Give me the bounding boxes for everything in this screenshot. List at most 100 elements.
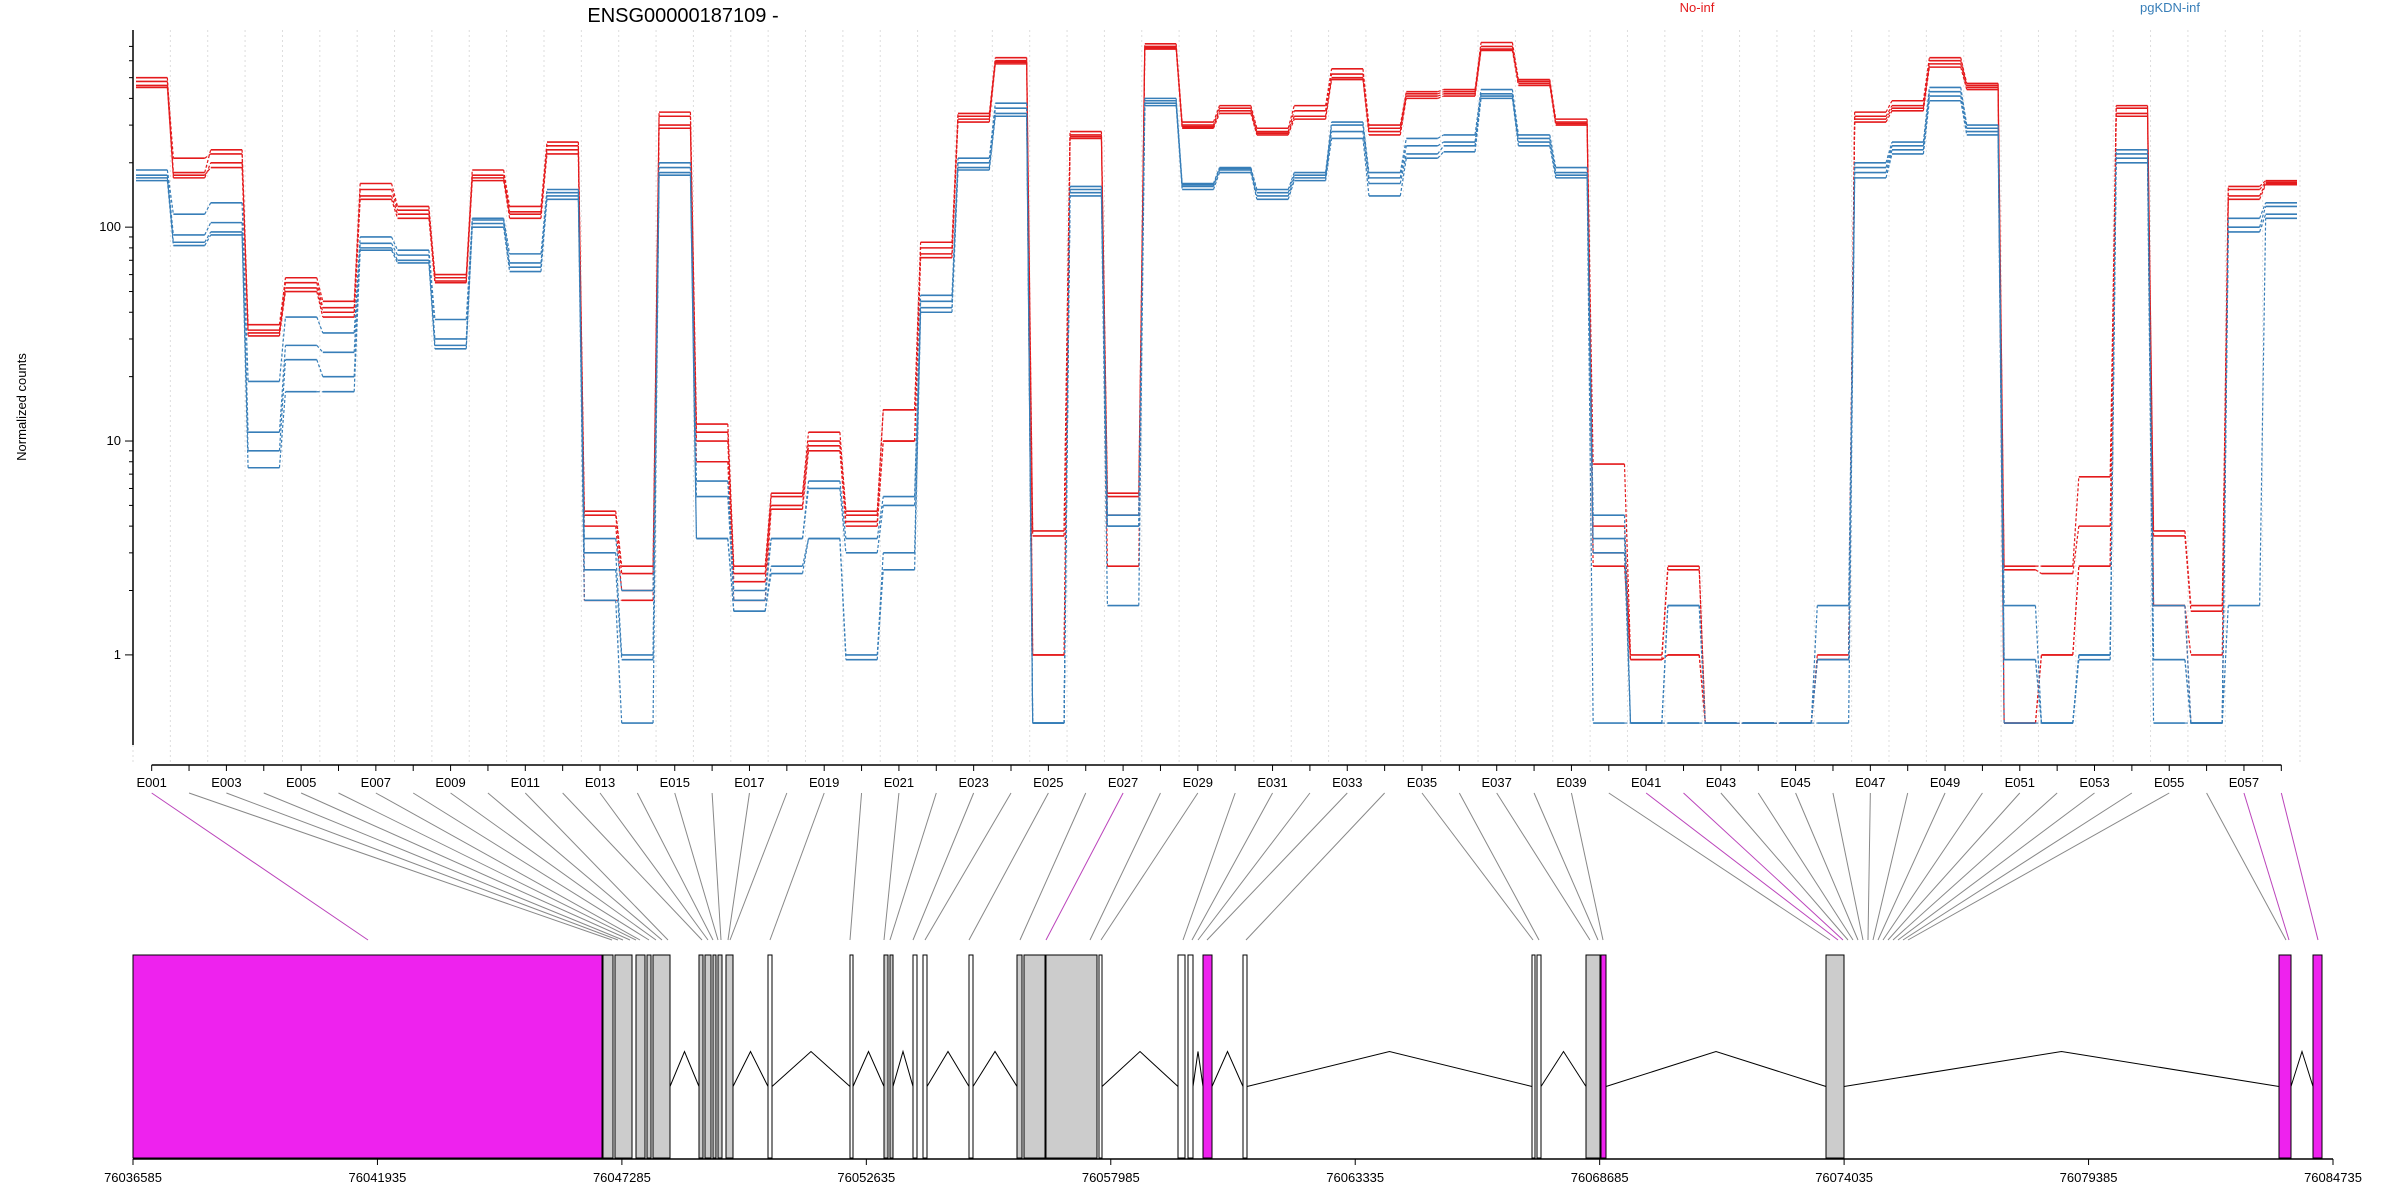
exon-block: [635, 954, 646, 1159]
intron-line: [926, 1050, 970, 1087]
step-connector: [839, 480, 847, 539]
exon-connector: [562, 792, 703, 941]
exon-connector: [300, 792, 631, 941]
exon-connector: [1892, 792, 2058, 941]
exon-block: [1016, 954, 1023, 1159]
step-connector: [727, 440, 735, 582]
exon-connector: [1045, 792, 1124, 941]
step-connector: [204, 153, 212, 159]
x-tick-label: E053: [2079, 775, 2109, 790]
exon-connector: [338, 792, 637, 941]
step-connector: [1175, 103, 1183, 187]
step-connector: [727, 538, 735, 612]
step-connector: [316, 316, 324, 334]
exon-block: [1585, 954, 1601, 1159]
step-connector: [1026, 113, 1034, 724]
x-tick-label: E057: [2229, 775, 2259, 790]
y-axis: 1 10 100: [99, 30, 134, 745]
step-connector: [1399, 153, 1407, 184]
step-connector: [1885, 110, 1893, 123]
step-connector: [1362, 79, 1370, 135]
step-connector: [166, 169, 174, 215]
step-connector: [2034, 659, 2043, 724]
step-connector: [316, 287, 324, 313]
step-connector: [1324, 73, 1333, 111]
step-connector: [503, 177, 511, 215]
exon-connector-lines: [151, 792, 2319, 941]
exon-connector: [1897, 792, 2095, 941]
step-connector: [914, 257, 922, 442]
exon-connector: [188, 792, 613, 941]
step-connector: [1399, 145, 1407, 178]
step-connector: [1437, 134, 1444, 139]
intron-line: [669, 1050, 700, 1087]
step-connector: [353, 236, 361, 334]
step-connector: [2034, 654, 2043, 724]
step-connector: [577, 199, 585, 601]
step-connector: [689, 125, 698, 442]
step-connector: [1063, 195, 1071, 724]
step-connector: [1549, 85, 1557, 126]
step-connector: [204, 231, 212, 243]
exon-connector: [1902, 792, 2133, 941]
step-connector: [839, 538, 847, 660]
step-connector: [1063, 134, 1071, 536]
step-connector: [1212, 172, 1221, 190]
step-connector: [1885, 100, 1893, 113]
step-connector: [465, 227, 473, 349]
step-connector: [1212, 168, 1221, 185]
exon-block: [2312, 954, 2323, 1159]
step-connector: [1287, 172, 1295, 190]
step-connector: [204, 222, 212, 236]
exon-connector: [375, 792, 641, 941]
x-tick-label: E055: [2154, 775, 2184, 790]
step-connector: [801, 488, 810, 539]
step-connector: [1063, 138, 1071, 655]
exon-connector: [889, 792, 937, 941]
step-connector: [1212, 105, 1221, 123]
exon-block: [922, 954, 928, 1159]
exon-connector: [968, 792, 1049, 941]
step-connector: [1960, 100, 1968, 135]
exon-connector: [263, 792, 624, 941]
step-connector: [1922, 67, 1930, 111]
step-connector: [1586, 177, 1594, 724]
exon-connector: [487, 792, 663, 941]
step-connector: [1437, 95, 1444, 99]
step-connector: [204, 234, 212, 246]
step-connector: [353, 250, 361, 392]
exon-block: [912, 954, 918, 1159]
step-connector: [1623, 552, 1632, 724]
x-axis-exons: E001 E003 E005 E007 E009 E011 E013 E015 E017 E019…: [136, 764, 2282, 790]
step-connector: [1175, 46, 1183, 126]
x-tick-label: E021: [884, 775, 914, 790]
exon-block: [1600, 954, 1607, 1159]
step-connector: [1175, 49, 1183, 129]
step-connector: [390, 183, 399, 207]
x-tick-label: E043: [1706, 775, 1736, 790]
exon-connector: [1795, 792, 1859, 941]
step-connector: [428, 260, 436, 346]
intron-line: [1101, 1050, 1179, 1087]
step-connector: [689, 175, 698, 539]
step-connector: [1437, 151, 1445, 159]
exon-block: [602, 954, 614, 1159]
exon-connector: [1877, 792, 1946, 941]
step-connector: [316, 344, 324, 353]
step-connector: [1885, 141, 1893, 163]
exon-block: [883, 954, 889, 1159]
y-tick-label: 10: [107, 433, 121, 448]
x-tick-label: E041: [1631, 775, 1661, 790]
step-connector: [390, 195, 399, 215]
step-connector: [2221, 231, 2229, 724]
step-connector: [951, 122, 959, 258]
y-tick-label: 1: [114, 647, 121, 662]
exon-connector: [769, 792, 825, 941]
step-connector: [1399, 98, 1407, 135]
exon-block: [1045, 954, 1098, 1159]
exon-connector: [1421, 792, 1534, 941]
exon-connector: [1907, 792, 2170, 941]
x-tick-label: E027: [1108, 775, 1138, 790]
step-connector: [839, 488, 847, 553]
step-connector: [1474, 89, 1482, 135]
